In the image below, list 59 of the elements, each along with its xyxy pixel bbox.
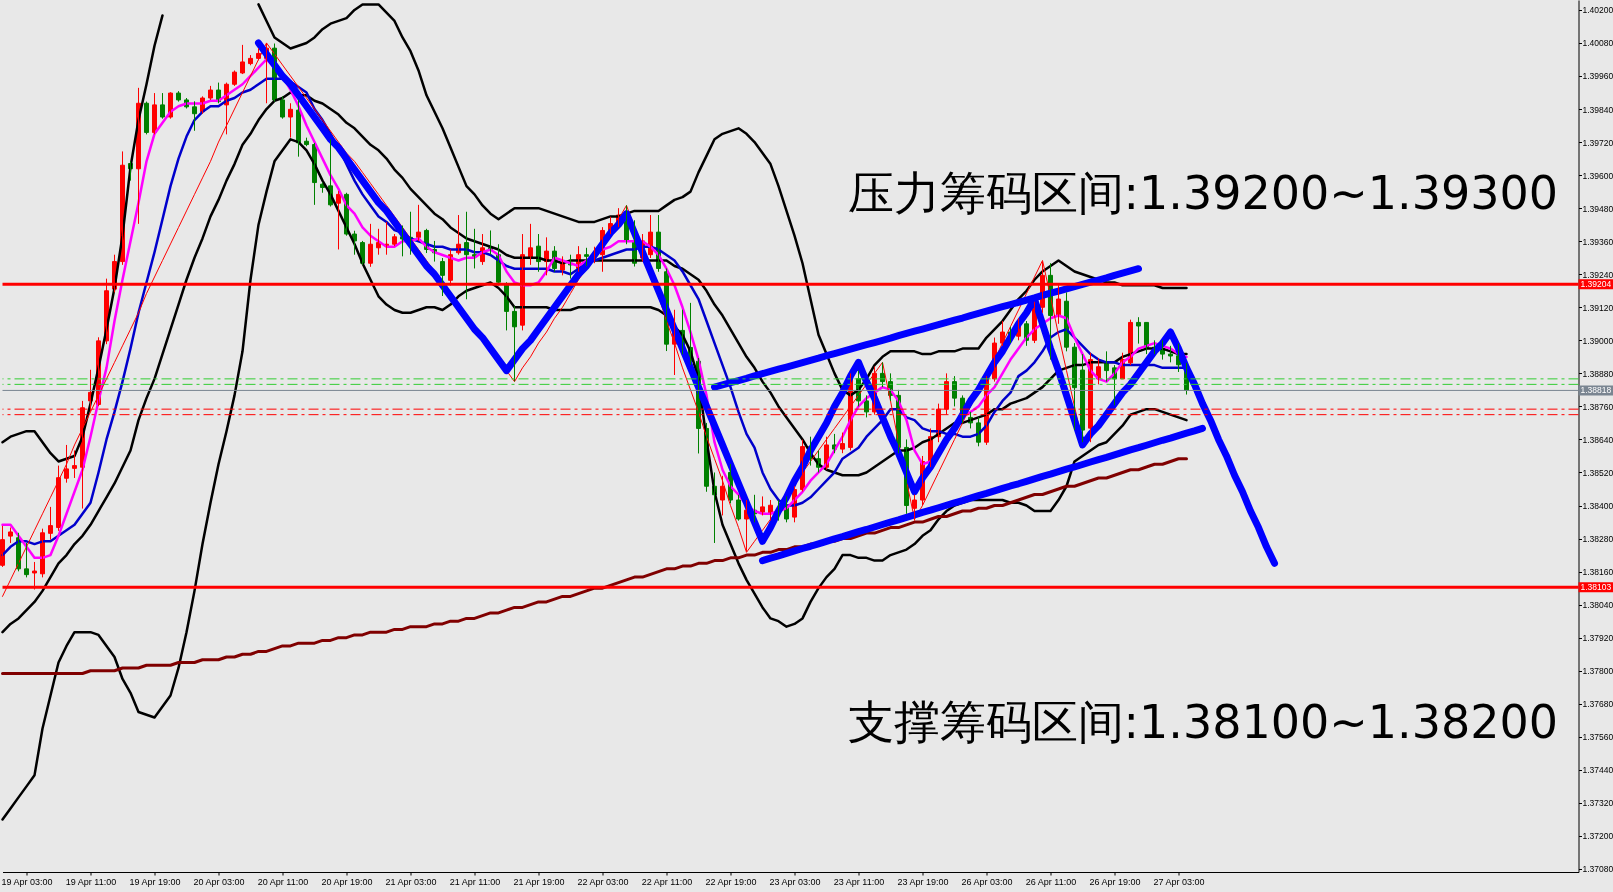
y-tick-label: 1.39600 xyxy=(1582,170,1613,181)
x-tick-label: 23 Apr 03:00 xyxy=(769,876,821,887)
line-series xyxy=(1,457,1188,675)
y-tick-label: 1.37080 xyxy=(1582,864,1613,875)
y-tick-label: 1.40080 xyxy=(1582,38,1613,49)
x-tick-label: 27 Apr 03:00 xyxy=(1153,876,1205,887)
ref-line-label: 1.38818 xyxy=(1580,385,1612,396)
y-tick-label: 1.37560 xyxy=(1582,732,1613,743)
y-tick-label: 1.38280 xyxy=(1582,534,1613,545)
y-tick-label: 1.38520 xyxy=(1582,467,1613,478)
x-tick-label: 20 Apr 19:00 xyxy=(321,876,373,887)
x-tick-label: 23 Apr 19:00 xyxy=(897,876,949,887)
y-tick-label: 1.38040 xyxy=(1582,600,1613,611)
candlestick xyxy=(208,85,213,101)
y-tick-label: 1.38160 xyxy=(1582,567,1613,578)
candlestick xyxy=(1136,316,1141,345)
y-tick-label: 1.39120 xyxy=(1582,302,1613,313)
y-tick-label: 1.37680 xyxy=(1582,699,1613,710)
y-tick-label: 1.39360 xyxy=(1582,236,1613,247)
y-tick-label: 1.39000 xyxy=(1582,335,1613,346)
x-tick-label: 19 Apr 11:00 xyxy=(65,876,117,887)
y-tick-label: 1.39720 xyxy=(1582,137,1613,148)
y-tick-label: 1.39240 xyxy=(1582,269,1613,280)
x-tick-label: 23 Apr 11:00 xyxy=(833,876,885,887)
x-tick-label: 22 Apr 03:00 xyxy=(577,876,629,887)
x-tick-label: 26 Apr 03:00 xyxy=(961,876,1013,887)
x-tick-label: 22 Apr 11:00 xyxy=(641,876,693,887)
candlestick xyxy=(8,527,13,544)
candlestick xyxy=(584,247,589,267)
ref-line-label: 1.39204 xyxy=(1580,279,1612,290)
y-tick-label: 1.39480 xyxy=(1582,203,1613,214)
y-tick-label: 1.37920 xyxy=(1582,633,1613,644)
x-tick-label: 21 Apr 19:00 xyxy=(513,876,565,887)
x-tick-label: 20 Apr 03:00 xyxy=(193,876,245,887)
candlestick xyxy=(176,90,181,103)
y-tick-label: 1.38760 xyxy=(1582,401,1613,412)
y-tick-label: 1.39960 xyxy=(1582,71,1613,82)
y-tick-label: 1.37800 xyxy=(1582,666,1613,677)
candlestick xyxy=(1168,345,1173,363)
annotation: 支撑筹码区间:1.38100~1.38200 xyxy=(847,694,1559,749)
x-tick-label: 22 Apr 19:00 xyxy=(705,876,757,887)
y-tick-label: 1.37440 xyxy=(1582,765,1613,776)
y-tick-label: 1.38880 xyxy=(1582,368,1613,379)
y-tick-label: 1.37320 xyxy=(1582,798,1613,809)
x-tick-label: 26 Apr 19:00 xyxy=(1089,876,1141,887)
x-tick-label: 26 Apr 11:00 xyxy=(1025,876,1077,887)
annotation: 压力筹码区间:1.39200~1.39300 xyxy=(847,166,1559,221)
y-tick-label: 1.38400 xyxy=(1582,501,1613,512)
y-tick-label: 1.40200 xyxy=(1582,5,1613,16)
x-tick-label: 21 Apr 11:00 xyxy=(449,876,501,887)
candlestick xyxy=(416,204,421,242)
y-tick-label: 1.37200 xyxy=(1582,831,1613,842)
x-tick-label: 19 Apr 03:00 xyxy=(1,876,53,887)
x-tick-label: 19 Apr 19:00 xyxy=(129,876,181,887)
x-tick-label: 20 Apr 11:00 xyxy=(257,876,309,887)
x-tick-label: 21 Apr 03:00 xyxy=(385,876,437,887)
y-tick-label: 1.39840 xyxy=(1582,104,1613,115)
ref-line-label: 1.38103 xyxy=(1580,582,1612,593)
y-tick-label: 1.38640 xyxy=(1582,434,1613,445)
